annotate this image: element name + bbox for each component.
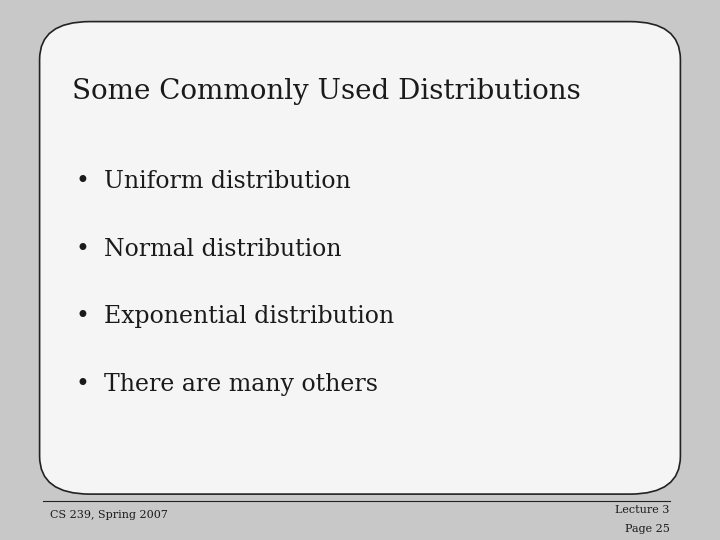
- Text: •: •: [76, 238, 89, 261]
- Text: Page 25: Page 25: [625, 524, 670, 534]
- Text: Exponential distribution: Exponential distribution: [104, 305, 395, 328]
- Text: There are many others: There are many others: [104, 373, 379, 396]
- FancyBboxPatch shape: [40, 22, 680, 494]
- Text: Lecture 3: Lecture 3: [615, 505, 670, 515]
- Text: Normal distribution: Normal distribution: [104, 238, 342, 261]
- Text: •: •: [76, 170, 89, 193]
- Text: •: •: [76, 305, 89, 328]
- Text: Some Commonly Used Distributions: Some Commonly Used Distributions: [72, 78, 581, 105]
- Text: •: •: [76, 373, 89, 396]
- Text: CS 239, Spring 2007: CS 239, Spring 2007: [50, 510, 168, 521]
- Text: Uniform distribution: Uniform distribution: [104, 170, 351, 193]
